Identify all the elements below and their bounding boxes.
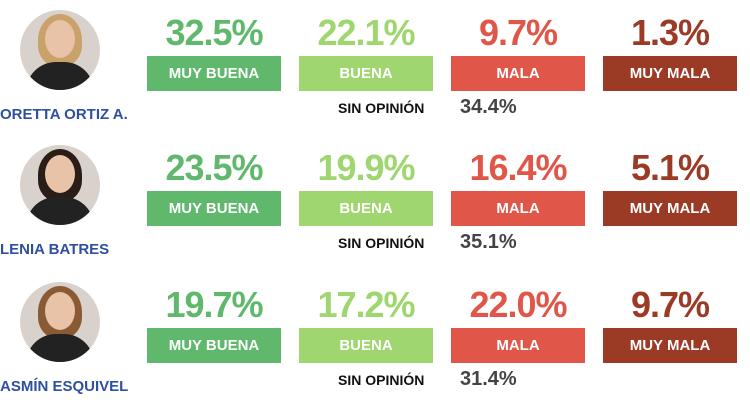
- portrait-head: [45, 20, 75, 58]
- category-label: MUY BUENA: [147, 328, 281, 363]
- portrait-head: [45, 292, 75, 330]
- category-label: MALA: [451, 191, 585, 226]
- portrait: [20, 10, 100, 90]
- no-opinion-value: 31.4%: [460, 368, 517, 390]
- portrait: [20, 145, 100, 225]
- category-label: BUENA: [299, 328, 433, 363]
- category-label: MUY BUENA: [147, 191, 281, 226]
- no-opinion-label: SIN OPINIÓN: [338, 100, 425, 116]
- category-label: MALA: [451, 56, 585, 91]
- percentage: 23.5%: [165, 147, 263, 188]
- percentage: 1.3%: [630, 12, 710, 53]
- portrait-body: [26, 197, 94, 225]
- portrait-body: [26, 334, 94, 362]
- category-label: MUY MALA: [603, 191, 737, 226]
- percentage: 22.0%: [469, 284, 567, 325]
- person-name: LENIA BATRES: [0, 241, 110, 258]
- percentage: 5.1%: [630, 147, 710, 188]
- percentage: 9.7%: [630, 284, 710, 325]
- person-name: ORETTA ORTIZ A.: [0, 106, 128, 123]
- category-label: MUY MALA: [603, 328, 737, 363]
- portrait-body: [26, 62, 94, 90]
- percentage: 19.9%: [317, 147, 415, 188]
- no-opinion-label: SIN OPINIÓN: [338, 235, 425, 251]
- category-label: MUY BUENA: [147, 56, 281, 91]
- no-opinion-value: 34.4%: [460, 96, 517, 118]
- percentage: 22.1%: [317, 12, 415, 53]
- category-label: BUENA: [299, 191, 433, 226]
- no-opinion-label: SIN OPINIÓN: [338, 372, 425, 388]
- category-label: BUENA: [299, 56, 433, 91]
- percentage: 16.4%: [469, 147, 567, 188]
- percentage: 17.2%: [317, 284, 415, 325]
- percentage: 32.5%: [165, 12, 263, 53]
- category-label: MUY MALA: [603, 56, 737, 91]
- no-opinion-value: 35.1%: [460, 231, 517, 253]
- portrait: [20, 282, 100, 362]
- percentage: 9.7%: [478, 12, 558, 53]
- portrait-head: [45, 155, 75, 193]
- person-name: ASMÍN ESQUIVEL: [0, 378, 129, 395]
- percentage: 19.7%: [165, 284, 263, 325]
- category-label: MALA: [451, 328, 585, 363]
